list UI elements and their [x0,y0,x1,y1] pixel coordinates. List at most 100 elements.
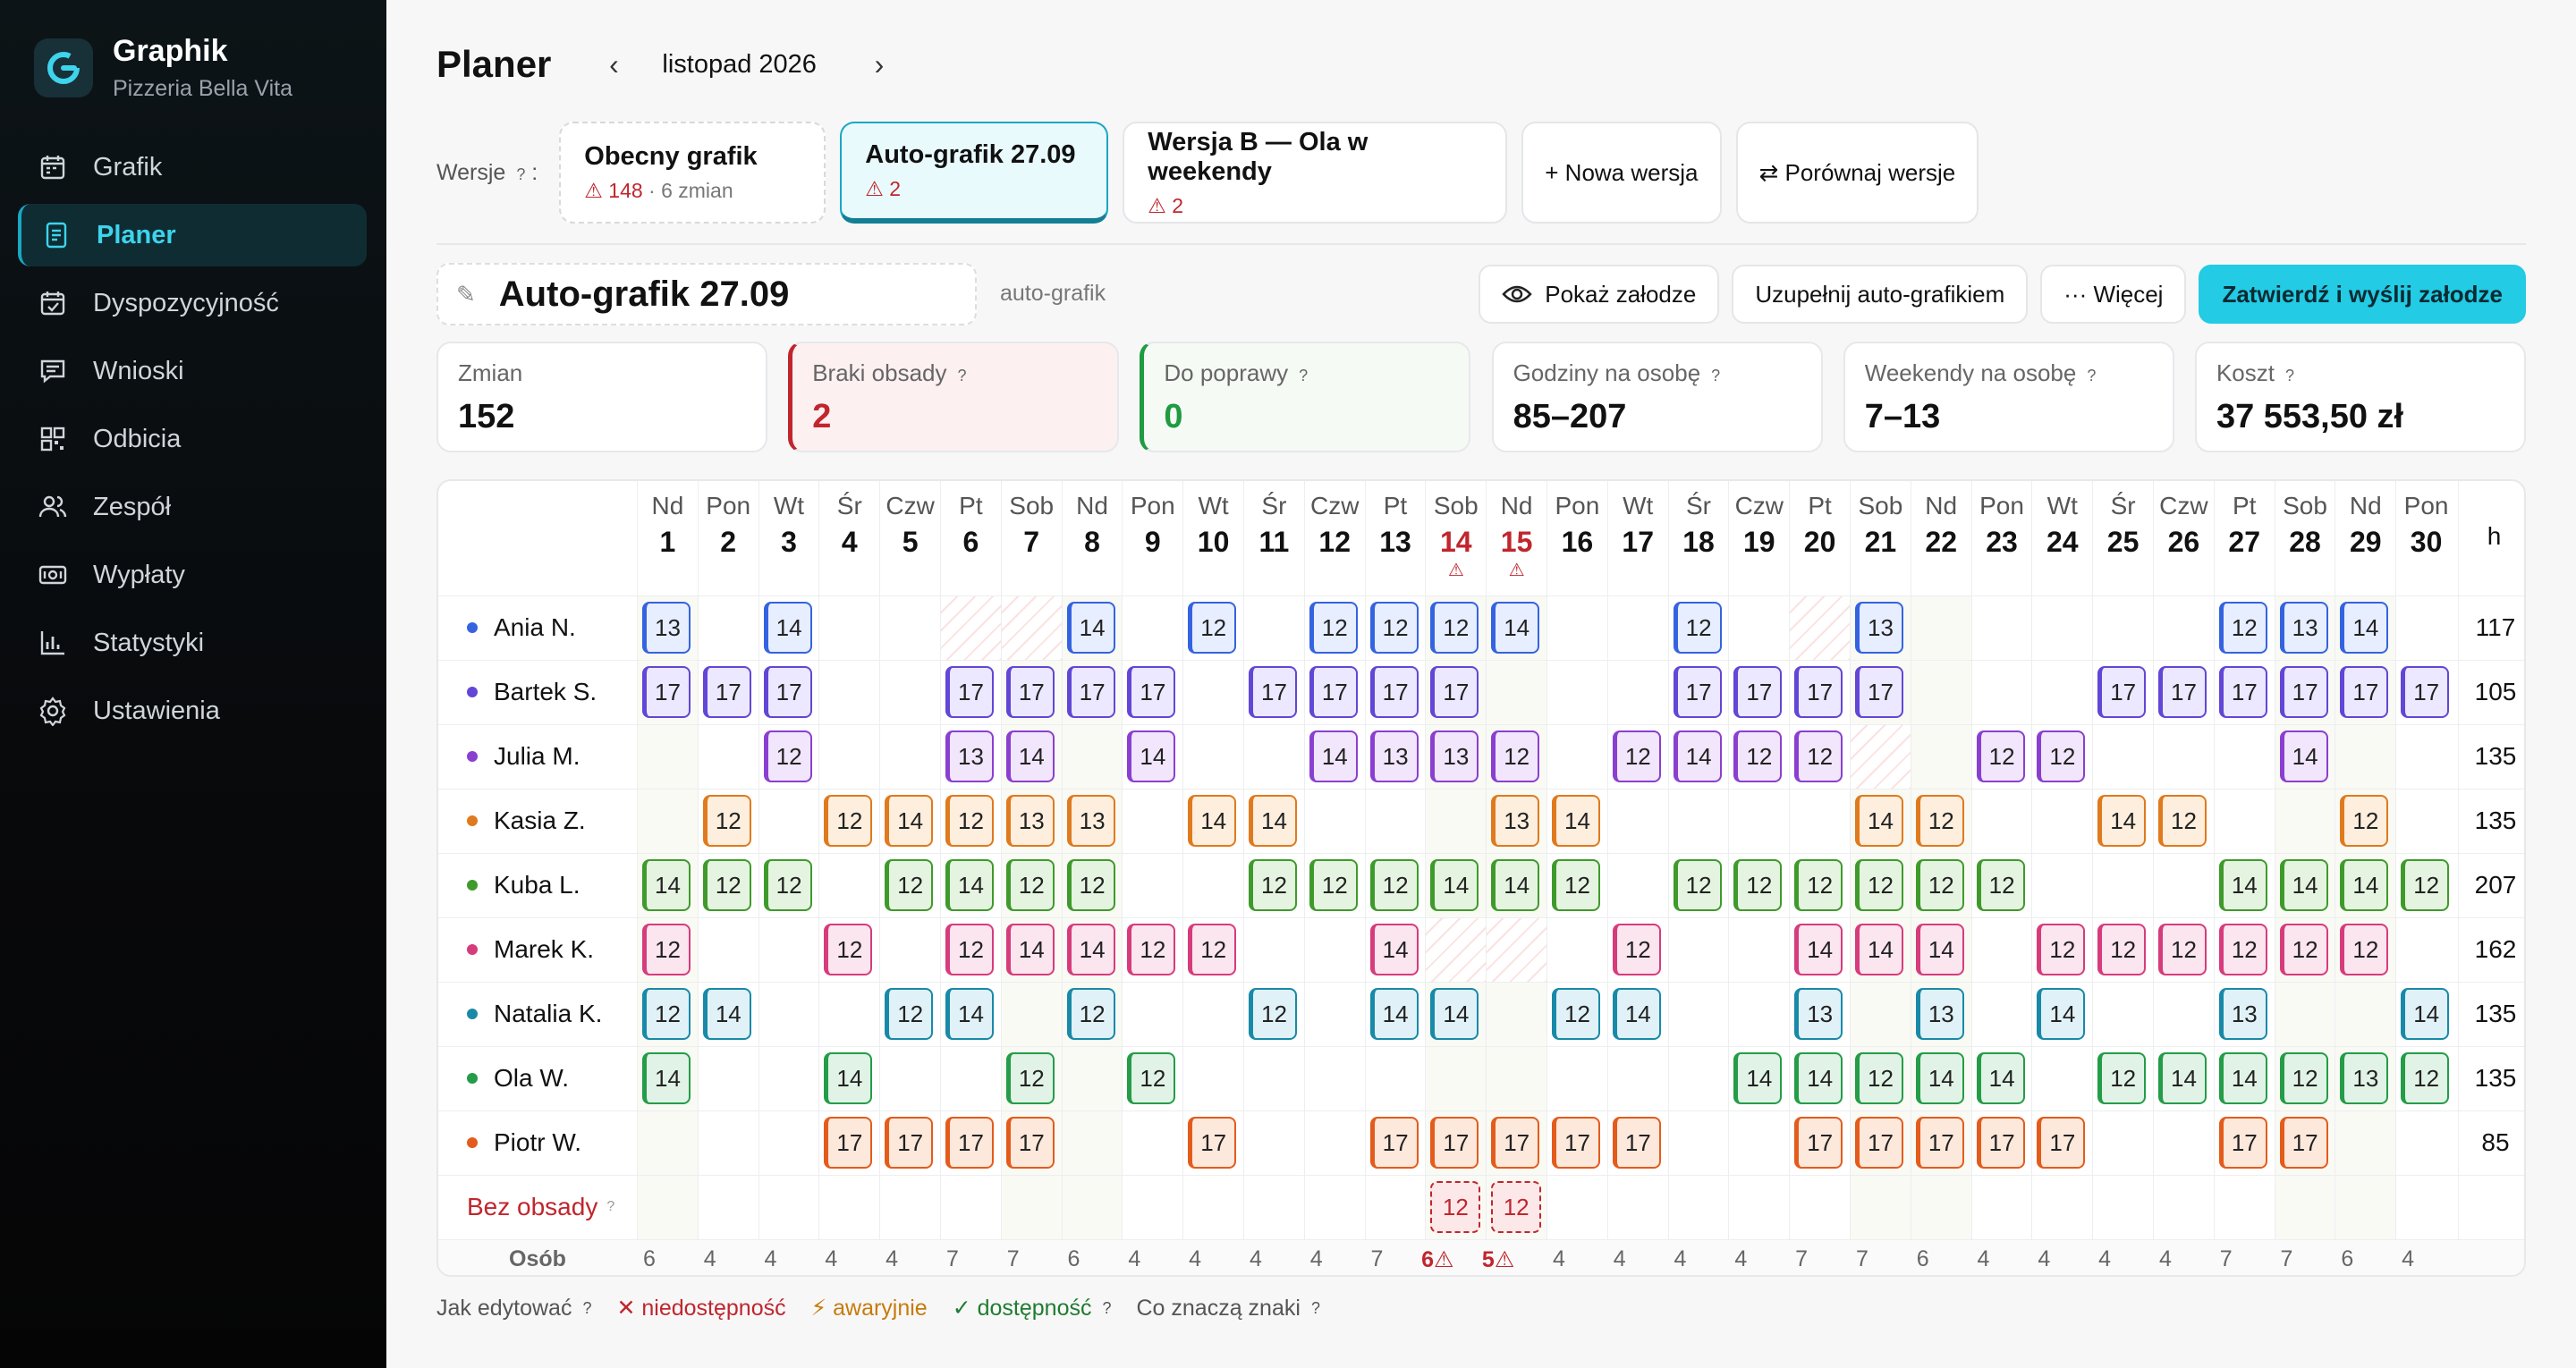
shift-chip[interactable]: 13 [1915,988,1964,1040]
shift-chip[interactable]: 17 [945,666,994,718]
shift-chip[interactable]: 12 [1552,859,1600,911]
shift-chip[interactable]: 14 [763,602,812,654]
shift-chip[interactable]: 14 [2340,859,2389,911]
shift-chip[interactable]: 14 [2340,602,2389,654]
employee-name[interactable]: Ania N. [438,595,637,660]
sidebar-item-ustawienia[interactable]: Ustawienia [18,680,367,742]
shift-chip[interactable]: 14 [2401,988,2450,1040]
shift-chip[interactable]: 14 [2037,988,2086,1040]
day-header[interactable]: Nd 29 [2334,481,2395,595]
sidebar-item-wypłaty[interactable]: Wypłaty [18,544,367,606]
shift-chip[interactable]: 14 [1430,859,1479,911]
employee-name[interactable]: Natalia K. [438,982,637,1046]
prev-month-button[interactable]: ‹ [609,47,619,80]
day-header[interactable]: Czw 26 [2153,481,2214,595]
how-to-edit-link[interactable]: Jak edytować [436,1295,572,1321]
employee-name[interactable]: Kuba L. [438,853,637,917]
shift-chip[interactable]: 17 [1976,1117,2025,1169]
shift-chip[interactable]: 12 [1066,988,1115,1040]
shift-chip[interactable]: 17 [1552,1117,1600,1169]
shift-chip[interactable]: 17 [1188,1117,1237,1169]
shift-chip[interactable]: 14 [1066,602,1115,654]
shift-chip[interactable]: 17 [1127,666,1176,718]
shift-chip[interactable]: 17 [824,1117,873,1169]
shift-chip[interactable]: 13 [642,602,691,654]
shift-chip[interactable]: 12 [824,795,873,847]
shift-chip[interactable]: 12 [2279,924,2328,975]
shift-chip[interactable]: 13 [2279,602,2328,654]
shift-chip[interactable]: 12 [1733,859,1783,911]
day-header[interactable]: Pon 23 [1970,481,2032,595]
shift-chip[interactable]: 12 [2158,924,2207,975]
day-header[interactable]: Śr 25 [2092,481,2153,595]
shift-chip[interactable]: 14 [2218,1052,2267,1104]
day-header[interactable]: Wt 3 [758,481,819,595]
shift-chip[interactable]: 14 [1855,795,1903,847]
employee-name[interactable]: Kasia Z. [438,789,637,853]
day-header[interactable]: Czw 5 [879,481,940,595]
sidebar-item-planer[interactable]: Planer [18,204,367,266]
shift-chip[interactable]: 14 [2218,859,2267,911]
shift-chip[interactable]: 12 [1005,1052,1055,1104]
shift-chip[interactable]: 12 [1976,859,2025,911]
shift-chip[interactable]: 17 [1794,666,1843,718]
shift-chip[interactable]: 17 [945,1117,994,1169]
shift-chip[interactable]: 13 [945,730,994,782]
help-icon[interactable]: ? [1711,367,1721,384]
shift-chip[interactable]: 17 [1430,666,1479,718]
shift-chip[interactable]: 17 [1249,666,1297,718]
day-header[interactable]: Pon 9 [1122,481,1182,595]
shift-chip[interactable]: 14 [1066,924,1115,975]
shift-chip[interactable]: 12 [1491,730,1540,782]
shift-chip[interactable]: 17 [1673,666,1722,718]
unavailable-cell[interactable] [1001,596,1062,660]
day-header[interactable]: Pt 27 [2213,481,2275,595]
shift-chip[interactable]: 14 [1249,795,1297,847]
day-header[interactable]: Wt 17 [1606,481,1668,595]
unavailable-cell[interactable] [1487,918,1546,982]
compare-versions-button[interactable]: ⇄ Porównaj wersje [1735,122,1979,224]
shift-chip[interactable]: 14 [1794,924,1843,975]
shift-chip[interactable]: 12 [2097,1052,2147,1104]
version-card-current[interactable]: Obecny grafik ⚠ 148 · 6 zmian [559,122,826,224]
signs-meaning-link[interactable]: Co znaczą znaki [1136,1295,1301,1321]
shift-chip[interactable]: 17 [1855,1117,1903,1169]
shift-chip[interactable]: 13 [1794,988,1843,1040]
day-header[interactable]: Śr 4 [818,481,879,595]
shift-chip[interactable]: 12 [702,859,751,911]
shift-chip[interactable]: 14 [1188,795,1237,847]
shift-chip[interactable]: 14 [945,859,994,911]
day-header[interactable]: Pt 13 [1364,481,1426,595]
shift-chip[interactable]: 12 [1249,988,1297,1040]
shift-chip[interactable]: 12 [763,730,812,782]
day-header[interactable]: Czw 19 [1728,481,1789,595]
shift-chip[interactable]: 17 [2218,1117,2267,1169]
help-icon[interactable]: ? [606,1199,615,1214]
day-header[interactable]: Nd 8 [1061,481,1123,595]
shift-chip[interactable]: 12 [1430,602,1479,654]
shift-chip[interactable]: 14 [824,1052,873,1104]
shift-chip[interactable]: 14 [1005,924,1055,975]
shift-chip[interactable]: 12 [1976,730,2025,782]
shift-chip[interactable]: 17 [1794,1117,1843,1169]
shift-chip[interactable]: 14 [2279,730,2328,782]
shift-chip[interactable]: 14 [1976,1052,2025,1104]
shift-chip[interactable]: 12 [1915,859,1964,911]
shift-chip[interactable]: 17 [1491,1117,1540,1169]
more-button[interactable]: ··· Więcej [2040,265,2187,324]
shift-chip[interactable]: 14 [1430,988,1479,1040]
day-header[interactable]: Pt 20 [1789,481,1850,595]
shift-chip[interactable]: 14 [1309,730,1358,782]
show-to-crew-button[interactable]: Pokaż załodze [1479,265,1720,324]
shift-chip[interactable]: 12 [2097,924,2147,975]
shift-chip[interactable]: 12 [1249,859,1297,911]
shift-chip[interactable]: 13 [2218,988,2267,1040]
shift-chip[interactable]: 12 [2401,1052,2450,1104]
shift-chip[interactable]: 17 [1369,1117,1419,1169]
day-header[interactable]: Sob 28 [2274,481,2335,595]
unstaffed-label[interactable]: Bez obsady? [438,1175,637,1239]
day-header[interactable]: Nd 15 ⚠ [1486,481,1546,595]
version-card-b[interactable]: Wersja B — Ola w weekendy ⚠ 2 [1123,122,1508,224]
shift-chip[interactable]: 14 [1491,859,1540,911]
shift-chip[interactable]: 13 [1005,795,1055,847]
